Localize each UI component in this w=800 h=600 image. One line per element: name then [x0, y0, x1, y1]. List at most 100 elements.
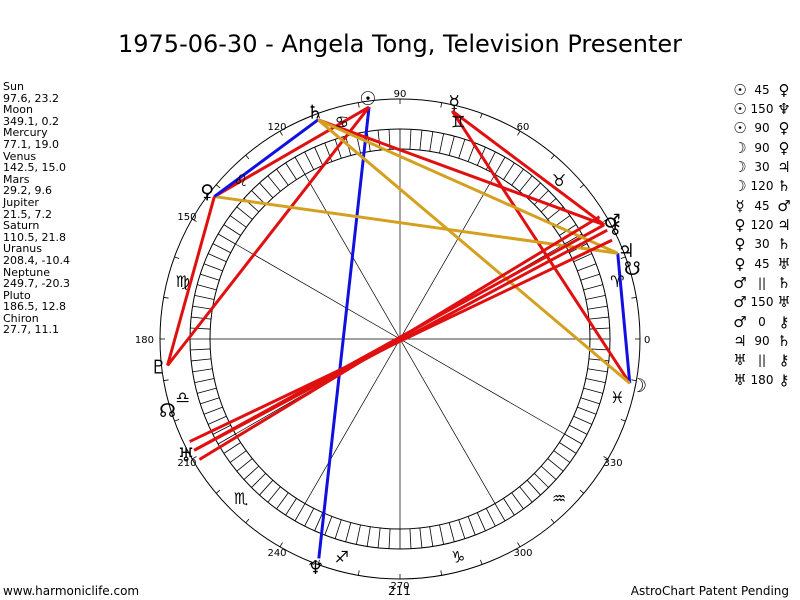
- outer-tick: [215, 489, 221, 494]
- degree-tick: [294, 503, 306, 522]
- aspect-planet-b-icon: ♄: [777, 177, 791, 196]
- pisces-sign-icon: ♓: [610, 388, 624, 407]
- degree-label: 240: [267, 548, 286, 559]
- chart-title: 1975-06-30 - Angela Tong, Television Pre…: [117, 30, 683, 58]
- degree-tick: [229, 450, 247, 463]
- footer-number: 211: [388, 584, 411, 598]
- aspect-planet-b-icon: ♅: [777, 254, 791, 273]
- degree-tick: [236, 206, 253, 220]
- planet-name: Mars: [3, 172, 30, 186]
- aspect-row: ♂ 150 ♅: [730, 293, 794, 312]
- patent-footer: AstroChart Patent Pending: [630, 584, 789, 598]
- aspect-planet-a-icon: ♅: [733, 351, 747, 370]
- degree-label: 0: [644, 335, 650, 346]
- aspect-line: [166, 196, 216, 366]
- outer-tick: [479, 559, 483, 565]
- aspect-angle: 45: [754, 82, 770, 97]
- degree-tick: [191, 316, 212, 320]
- degree-tick: [388, 528, 391, 549]
- degree-tick: [494, 156, 506, 175]
- degree-tick: [448, 522, 455, 542]
- aspect-planet-b-icon: ⚷: [778, 312, 790, 331]
- outer-tick: [440, 570, 443, 576]
- aspect-planet-a-icon: ☉: [733, 100, 747, 119]
- aspect-planet-b-icon: ♀: [778, 138, 790, 157]
- degree-tick: [588, 316, 609, 320]
- degree-tick: [377, 527, 381, 548]
- degree-tick: [229, 215, 247, 228]
- degree-tick: [409, 129, 412, 150]
- north-node-icon: ☊: [159, 400, 176, 422]
- aspect-line: [616, 253, 632, 384]
- degree-label: 90: [394, 89, 407, 100]
- aspect-row: ♂ 0 ⚷: [730, 312, 794, 331]
- degree-tick: [207, 253, 227, 263]
- outer-tick: [550, 518, 555, 524]
- aspect-planet-a-icon: ☉: [733, 80, 747, 99]
- planet-name: Chiron: [3, 311, 39, 325]
- moon-icon: ☽: [630, 375, 647, 397]
- website-footer[interactable]: www.harmoniclife.com: [3, 584, 140, 598]
- degree-tick: [304, 151, 315, 170]
- planet-name: Jupiter: [3, 195, 39, 209]
- degree-tick: [190, 348, 211, 351]
- aspect-row: ♃ 90 ♄: [730, 331, 794, 350]
- mercury-icon: ☿: [448, 92, 460, 114]
- degree-tick: [285, 498, 297, 516]
- planet-name: Venus: [3, 149, 37, 163]
- degree-tick: [580, 397, 600, 405]
- outer-tick: [357, 570, 360, 576]
- planet-value: 21.5, 7.2: [3, 207, 52, 221]
- aspect-angle: 90: [754, 334, 770, 349]
- degree-tick: [212, 424, 231, 435]
- aspect-angle: 30: [754, 237, 770, 252]
- degree-tick: [192, 368, 213, 373]
- aspect-row: ♀ 120 ♃: [730, 215, 794, 234]
- degree-label: 120: [267, 122, 286, 133]
- planet-value: 27.7, 11.1: [3, 323, 59, 337]
- degree-tick: [587, 368, 608, 373]
- aspect-planet-b-icon: ♀: [778, 80, 790, 99]
- degree-tick: [212, 243, 231, 254]
- degree-tick: [259, 182, 274, 199]
- degree-tick: [314, 146, 324, 166]
- aspect-angle: 180: [750, 372, 774, 387]
- uranus-icon: ♅: [178, 445, 195, 467]
- planet-name: Neptune: [3, 265, 51, 279]
- capricorn-sign-icon: ♑: [451, 547, 465, 566]
- planet-name: Saturn: [3, 219, 40, 233]
- degree-tick: [547, 458, 564, 472]
- degree-tick: [223, 442, 241, 454]
- aspect-row: ♂ || ♄: [730, 273, 794, 292]
- aspect-planet-a-icon: ♂: [733, 312, 747, 331]
- aspect-planet-a-icon: ☿: [735, 196, 745, 215]
- degree-tick: [503, 498, 515, 516]
- degree-tick: [526, 479, 541, 496]
- degree-tick: [583, 284, 603, 291]
- aspect-angle: 45: [754, 256, 770, 271]
- aspect-line: [451, 109, 606, 227]
- outer-tick: [631, 296, 637, 299]
- aspect-planet-a-icon: ♂: [733, 274, 747, 293]
- aspect-line: [213, 105, 370, 198]
- saturn-icon: ♄: [306, 101, 323, 123]
- outer-tick: [163, 296, 169, 299]
- degree-tick: [439, 133, 445, 154]
- degree-tick: [251, 473, 266, 488]
- degree-tick: [467, 516, 476, 536]
- degree-tick: [276, 168, 289, 186]
- degree-tick: [540, 465, 557, 480]
- degree-label: 210: [177, 458, 196, 469]
- degree-tick: [585, 294, 606, 300]
- aspect-list: ☉ 45 ♀ ☉ 150 ♆ ☉ 90 ♀ ☽ 90 ♀ ☽ 30 ♃ ☽ 120 ♄ ☿ 45 ♂ ♀ 120 ♃ ♀ 30 ♄ ♀…: [730, 80, 794, 390]
- outer-tick: [174, 418, 180, 422]
- planet-value: 110.5, 21.8: [3, 230, 66, 244]
- aspect-angle: 90: [754, 140, 770, 155]
- aspect-planet-a-icon: ☽: [733, 158, 747, 177]
- aspect-line: [213, 118, 319, 198]
- outer-tick: [215, 184, 221, 189]
- aspect-planet-a-icon: ☽: [733, 177, 747, 196]
- degree-tick: [476, 512, 486, 532]
- aspect-line: [214, 195, 618, 255]
